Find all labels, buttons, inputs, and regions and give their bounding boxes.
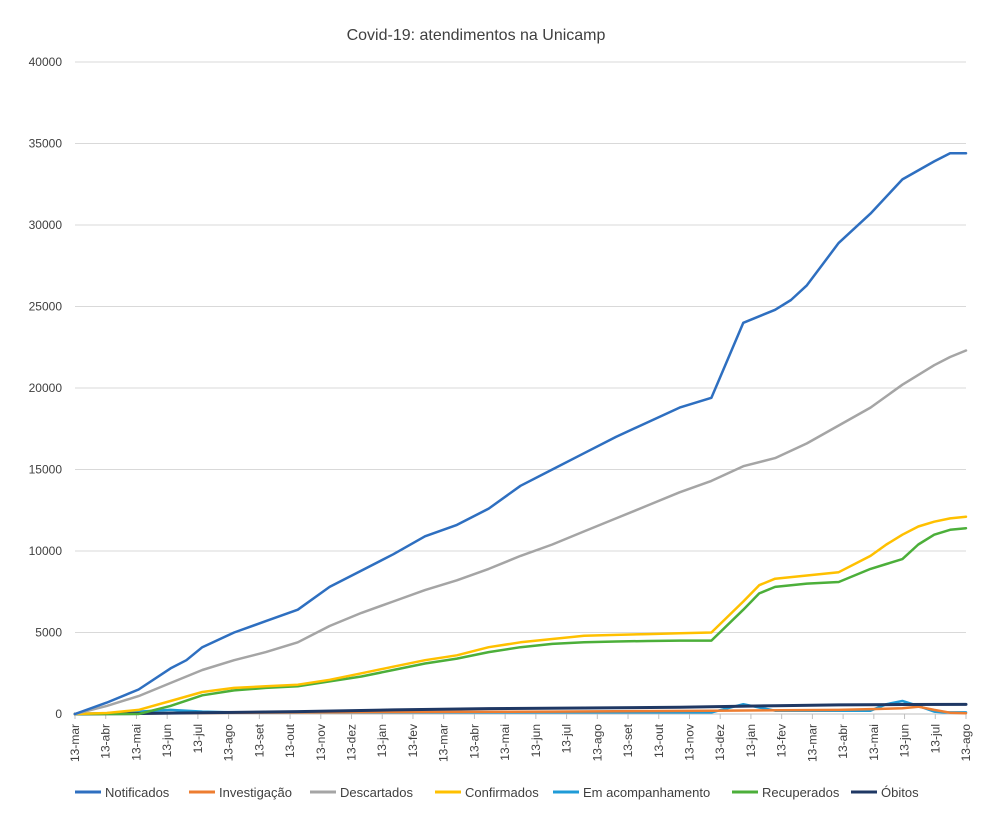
x-tick-label: 13-abr [467,724,481,759]
y-tick-label: 15000 [29,463,63,477]
x-tick-label: 13-jul [191,724,205,753]
y-tick-label: 20000 [29,381,63,395]
legend: Notificados Investigação Descartados Confir… [75,785,919,800]
legend-item: Em acompanhamento [553,785,710,800]
legend-label: Investigação [219,785,292,800]
legend-label: Recuperados [762,785,840,800]
legend-label: Notificados [105,785,170,800]
legend-label: Descartados [340,785,413,800]
legend-item: Descartados [310,785,413,800]
x-tick-label: 13-dez [713,724,727,761]
x-tick-label: 13-jun [529,724,543,757]
x-tick-label: 13-mai [129,724,143,761]
legend-item: Confirmados [435,785,539,800]
x-tick-label: 13-mar [437,724,451,762]
y-tick-label: 5000 [35,626,62,640]
x-tick-label: 13-ago [959,724,973,762]
x-tick-label: 13-fev [406,724,420,757]
x-tick-label: 13-jun [160,724,174,757]
y-tick-label: 30000 [29,218,63,232]
x-tick-label: 13-fev [775,724,789,757]
series-line-5 [73,526,968,716]
x-tick-label: 13-abr [99,724,113,759]
series-line-0 [73,152,968,716]
x-tick-label: 13-mar [68,724,82,762]
x-tick-label: 13-out [283,723,297,758]
legend-label: Confirmados [465,785,539,800]
x-tick-label: 13-out [652,723,666,758]
x-tick-label: 13-mai [867,724,881,761]
x-tick-label: 13-jan [375,724,389,757]
x-tick-label: 13-nov [314,724,328,761]
y-tick-label: 0 [55,707,62,721]
legend-item: Notificados [75,785,170,800]
legend-label: Óbitos [881,785,919,800]
x-tick-label: 13-mar [805,724,819,762]
series-lines [73,152,968,716]
legend-item: Investigação [189,785,292,800]
x-tick-label: 13-nov [682,724,696,761]
y-tick-label: 40000 [29,55,63,69]
legend-item: Recuperados [732,785,840,800]
y-tick-label: 10000 [29,544,63,558]
chart-title: Covid-19: atendimentos na Unicamp [347,27,606,44]
x-tick-label: 13-jul [560,724,574,753]
x-tick-label: 13-ago [222,724,236,762]
x-tick-label: 13-abr [836,724,850,759]
x-tick-label: 13-dez [345,724,359,761]
y-tick-label: 35000 [29,137,63,151]
y-tick-label: 25000 [29,300,63,314]
x-tick-label: 13-jan [744,724,758,757]
x-tick-label: 13-set [252,723,266,757]
series-line-1 [73,705,968,716]
series-line-2 [73,349,968,716]
x-tick-label: 13-set [621,723,635,757]
x-axis-ticks: 13-mar 13-abr 13-mai 13-jun 13-jul 13-ago 13-s… [68,714,973,762]
x-tick-label: 13-ago [590,724,604,762]
legend-item: Óbitos [851,785,919,800]
x-tick-label: 13-jun [898,724,912,757]
y-axis-ticks: 0 5000 10000 15000 20000 25000 30000 35000 40000 [29,55,63,721]
x-tick-label: 13-mai [498,724,512,761]
x-tick-label: 13-jul [928,724,942,753]
legend-label: Em acompanhamento [583,785,710,800]
series-line-3 [73,515,968,716]
gridlines [75,61,966,633]
